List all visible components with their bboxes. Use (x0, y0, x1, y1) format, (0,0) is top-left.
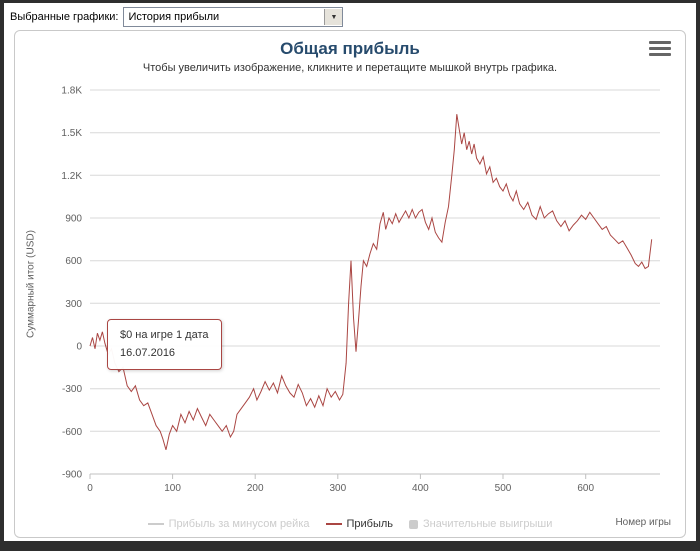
chart-select[interactable]: История прибыли ▼ (123, 7, 344, 27)
profit-chart[interactable]: 1.8K 1.5K 1.2K 900 600 300 0 -300 -600 -900 0 100 20… (22, 76, 678, 506)
legend-item[interactable]: Прибыль (325, 518, 394, 530)
svg-text:0: 0 (87, 483, 93, 494)
chart-subtitle: Чтобы увеличить изображение, кликните и … (142, 62, 558, 74)
chart-selector-toolbar: Выбранные графики: История прибыли ▼ (4, 3, 696, 28)
svg-text:600: 600 (577, 483, 594, 494)
x-axis-label: Номер игры (615, 517, 671, 528)
legend-label: Прибыль (346, 518, 394, 530)
svg-text:600: 600 (65, 256, 82, 267)
dropdown-arrow-icon[interactable]: ▼ (324, 9, 343, 25)
chart-title: Общая прибыль (280, 39, 420, 58)
svg-text:1.5K: 1.5K (61, 128, 82, 139)
legend-label: Значительные выигрыши (423, 518, 553, 530)
svg-text:1.2K: 1.2K (61, 171, 82, 182)
tooltip-line2: 16.07.2016 (120, 346, 176, 359)
chart-panel: Общая прибыль Чтобы увеличить изображени… (14, 30, 686, 538)
chart-select-value: История прибыли (128, 11, 220, 23)
chart-tooltip: $0 на игре 1 дата 16.07.2016 (107, 319, 222, 371)
svg-text:300: 300 (329, 483, 346, 494)
selected-charts-label: Выбранные графики: (10, 11, 119, 23)
legend-label: Прибыль за минусом рейка (168, 518, 310, 530)
legend-marker-icon (325, 523, 342, 525)
legend-marker-icon (409, 519, 419, 529)
svg-text:900: 900 (65, 214, 82, 225)
y-axis-title: Суммарный итог (USD) (25, 230, 37, 338)
svg-text:-300: -300 (62, 384, 82, 395)
svg-text:100: 100 (164, 483, 181, 494)
hamburger-menu-icon[interactable] (649, 41, 671, 56)
svg-text:300: 300 (65, 299, 82, 310)
svg-text:200: 200 (247, 483, 264, 494)
svg-text:-600: -600 (62, 427, 82, 438)
legend-item[interactable]: Прибыль за минусом рейка (147, 518, 310, 530)
svg-text:1.8K: 1.8K (61, 86, 82, 97)
svg-text:500: 500 (495, 483, 512, 494)
app-window: Выбранные графики: История прибыли ▼ Общ… (4, 3, 696, 541)
svg-text:400: 400 (412, 483, 429, 494)
svg-text:-900: -900 (62, 470, 82, 481)
legend-marker-icon (147, 523, 164, 525)
chart-legend: Прибыль за минусом рейка Прибыль Значитель… (15, 518, 685, 530)
legend-item[interactable]: Значительные выигрыши (409, 518, 552, 530)
svg-text:0: 0 (76, 342, 82, 353)
tooltip-line1: $0 на игре 1 дата (120, 329, 209, 341)
